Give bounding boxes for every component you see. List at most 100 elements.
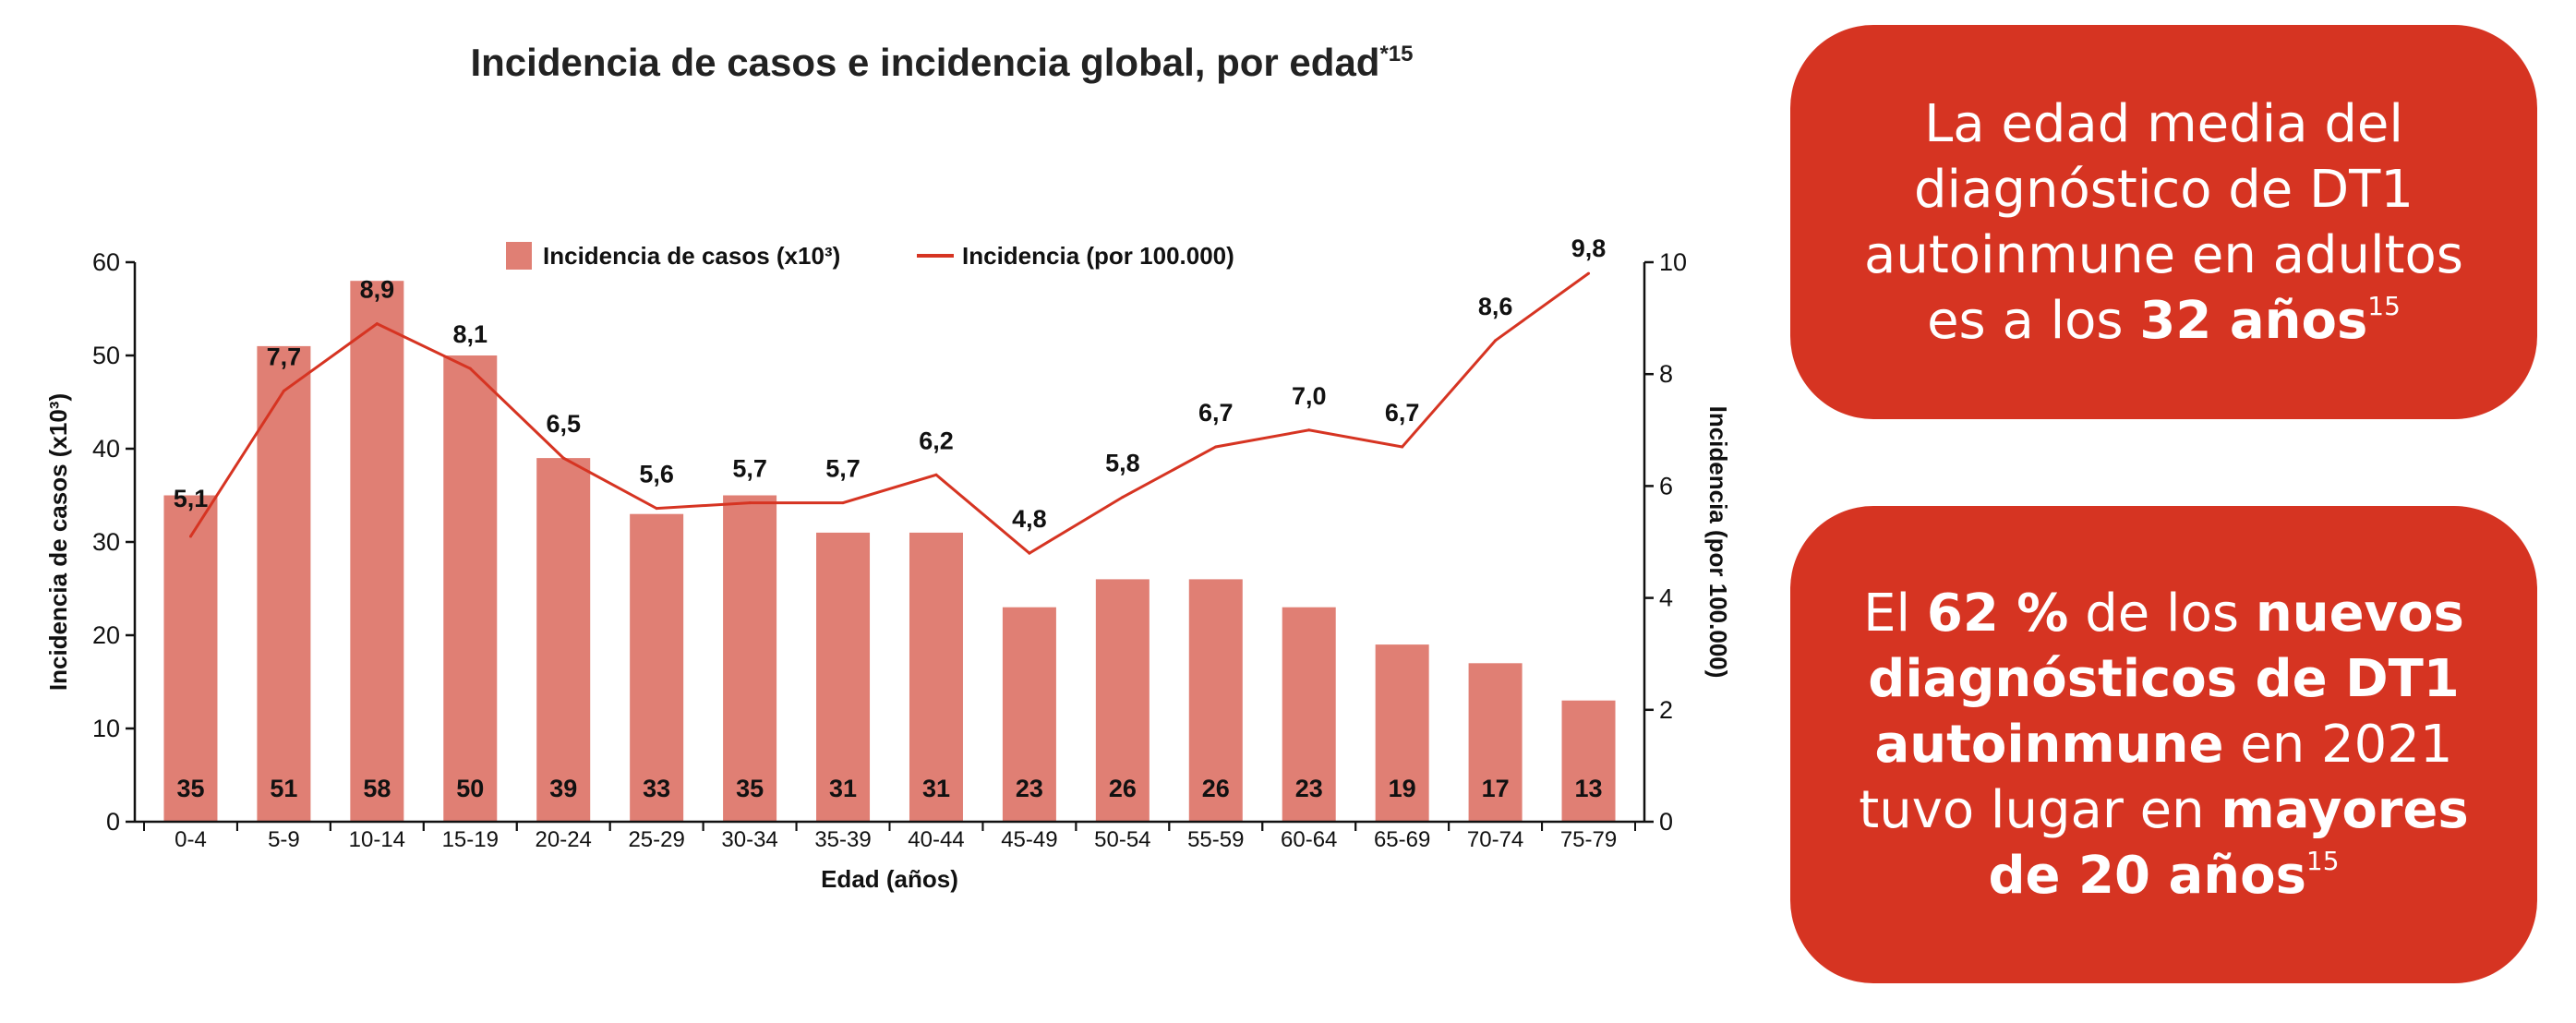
x-tick-label: 5-9 <box>268 827 300 852</box>
line-value-label: 8,6 <box>1478 293 1513 320</box>
bar-value-label: 39 <box>549 775 577 802</box>
bar-70-74 <box>1468 663 1523 822</box>
bar-35-39 <box>816 532 871 822</box>
bar-value-label: 33 <box>643 775 670 802</box>
line-value-label: 5,7 <box>732 455 767 483</box>
x-tick-label: 35-39 <box>814 827 871 852</box>
bar-50-54 <box>1095 579 1150 822</box>
line-value-label: 5,1 <box>174 485 209 512</box>
line-value-label: 7,0 <box>1292 382 1327 410</box>
y-tick-label: 50 <box>92 342 120 369</box>
callout-text: El <box>1863 584 1927 644</box>
y2-tick-label: 2 <box>1659 696 1673 724</box>
line-value-label: 5,8 <box>1105 450 1140 477</box>
y2-tick-label: 6 <box>1659 472 1673 499</box>
bar-value-label: 51 <box>270 775 297 802</box>
legend-bar-swatch <box>506 242 532 270</box>
callout-bold: 32 años <box>2139 290 2368 351</box>
incidence-point-25-29 <box>655 507 658 511</box>
bar-20-24 <box>536 458 591 822</box>
line-value-label: 6,2 <box>919 427 954 454</box>
bar-value-label: 35 <box>736 775 764 802</box>
callout-mean-age: La edad media del diagnóstico de DT1 aut… <box>1790 25 2537 419</box>
incidence-line <box>189 271 1590 555</box>
bar-value-label: 31 <box>829 775 857 802</box>
incidence-point-70-74 <box>1494 339 1498 343</box>
callout-text: La edad media del diagnóstico de DT1 aut… <box>1864 93 2463 351</box>
bar-40-44 <box>909 532 963 822</box>
line-value-label: 6,5 <box>546 410 581 438</box>
x-tick-label: 50-54 <box>1094 827 1150 852</box>
incidence-point-45-49 <box>1028 551 1031 555</box>
bar-value-label: 50 <box>456 775 484 802</box>
y-tick-label: 30 <box>92 528 120 556</box>
legend-line-label: Incidencia (por 100.000) <box>962 242 1234 270</box>
incidence-point-15-19 <box>468 367 472 370</box>
x-tick-label: 30-34 <box>721 827 777 852</box>
bar-15-19 <box>443 355 498 822</box>
x-tick-label: 65-69 <box>1374 827 1430 852</box>
x-tick-label: 40-44 <box>908 827 964 852</box>
y2-tick-label: 10 <box>1659 248 1687 276</box>
bar-value-label: 23 <box>1295 775 1323 802</box>
callout-bold: 62 % <box>1926 584 2069 644</box>
line-value-label: 6,7 <box>1198 399 1234 427</box>
y-tick-label: 0 <box>106 808 120 836</box>
bar-10-14 <box>350 281 404 822</box>
bar-value-label: 13 <box>1575 775 1603 802</box>
bar-30-34 <box>723 495 777 822</box>
line-value-label: 8,1 <box>453 320 488 348</box>
x-tick-label: 70-74 <box>1467 827 1523 852</box>
line-value-label: 7,7 <box>267 343 302 370</box>
incidence-point-30-34 <box>748 501 752 505</box>
bar-25-29 <box>630 513 684 822</box>
incidence-point-20-24 <box>561 456 565 460</box>
y2-axis-label: Incidencia (por 100.000) <box>1704 406 1732 679</box>
bar-value-label: 26 <box>1109 775 1137 802</box>
incidence-point-5-9 <box>282 389 285 392</box>
bar-45-49 <box>1002 607 1056 822</box>
chart-title: Incidencia de casos e incidencia global,… <box>470 41 1413 84</box>
y2-tick-label: 4 <box>1659 584 1673 612</box>
y-tick-label: 40 <box>92 435 120 463</box>
incidence-point-60-64 <box>1307 428 1311 432</box>
chart: Incidencia de casos e incidencia global,… <box>44 41 1732 893</box>
line-value-label: 6,7 <box>1385 399 1420 427</box>
line-value-label: 5,7 <box>825 455 861 483</box>
bar-value-label: 17 <box>1482 775 1510 802</box>
incidence-point-35-39 <box>841 501 845 505</box>
line-value-label: 8,9 <box>360 276 395 304</box>
bar-value-label: 26 <box>1202 775 1230 802</box>
incidence-point-55-59 <box>1214 445 1218 449</box>
x-tick-label: 55-59 <box>1187 827 1244 852</box>
incidence-point-65-69 <box>1401 445 1404 449</box>
x-tick-label: 15-19 <box>442 827 499 852</box>
bar-value-label: 58 <box>363 775 391 802</box>
bar-value-label: 31 <box>922 775 950 802</box>
callout-ref: 15 <box>2305 846 2340 876</box>
callout-bold: mayores de 20 años <box>1988 780 2469 906</box>
y2-tick-label: 8 <box>1659 360 1673 388</box>
legend-bar-label: Incidencia de casos (x10³) <box>543 242 840 270</box>
x-tick-label: 0-4 <box>175 827 207 852</box>
bar-75-79 <box>1561 700 1616 822</box>
callout-bold: nuevos diagnósticos de DT1 autoinmune <box>1868 584 2464 775</box>
bar-60-64 <box>1282 607 1336 822</box>
y-tick-label: 20 <box>92 621 120 649</box>
incidence-point-50-54 <box>1121 496 1125 499</box>
y2-tick-label: 0 <box>1659 808 1673 836</box>
bar-55-59 <box>1188 579 1243 822</box>
x-tick-label: 60-64 <box>1281 827 1337 852</box>
line-value-label: 4,8 <box>1012 505 1047 533</box>
y-axis-label: Incidencia de casos (x10³) <box>44 393 72 691</box>
bar-0-4 <box>163 495 218 822</box>
callout-new-diagnoses: El 62 % de los nuevos diagnósticos de DT… <box>1790 506 2537 983</box>
bar-value-label: 19 <box>1389 775 1416 802</box>
incidence-point-75-79 <box>1587 271 1591 275</box>
x-tick-label: 10-14 <box>349 827 405 852</box>
incidence-point-0-4 <box>188 535 192 538</box>
y-tick-label: 60 <box>92 248 120 276</box>
x-tick-label: 75-79 <box>1560 827 1617 852</box>
callout-text: en 2021 tuvo lugar en <box>1859 715 2453 840</box>
line-value-label: 5,6 <box>639 461 674 488</box>
